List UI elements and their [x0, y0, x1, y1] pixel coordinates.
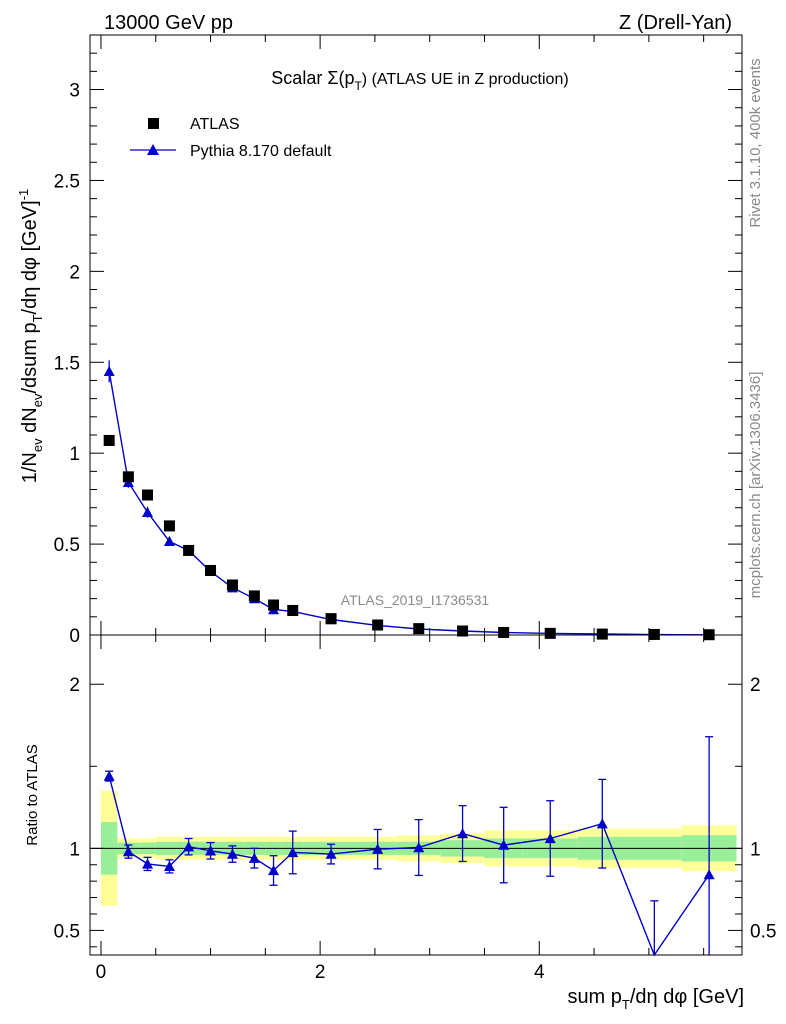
- ratio-point: [457, 828, 469, 839]
- ratio-point: [596, 818, 608, 829]
- ratio-point: [372, 843, 384, 854]
- ratio-series: [103, 736, 715, 957]
- ratio-point: [498, 839, 510, 850]
- header-left: 13000 GeV pp: [104, 12, 233, 34]
- atlas-point: [325, 613, 337, 625]
- x-tick-label: 2: [315, 962, 326, 983]
- atlas-point: [268, 599, 280, 611]
- atlas-series: [103, 434, 715, 641]
- ratio-point: [703, 869, 715, 880]
- ratio-point: [544, 832, 556, 844]
- legend-pythia-label: Pythia 8.170 default: [190, 143, 332, 160]
- ratio-y-tick-label-right: 2: [750, 675, 761, 696]
- ratio-axes: 0.5 0.5 1 1 2 2 0 2 4: [54, 635, 776, 983]
- x-tick-label: 4: [534, 962, 545, 983]
- atlas-point: [648, 628, 660, 640]
- atlas-point: [596, 628, 608, 640]
- pythia-point: [142, 506, 154, 517]
- atlas-point: [226, 579, 238, 591]
- ratio-point: [142, 858, 154, 869]
- pythia-point: [103, 365, 115, 377]
- atlas-point: [287, 604, 299, 616]
- ratio-y-tick-label-left: 2: [69, 675, 80, 696]
- ratio-y-tick-label-right: 1: [750, 839, 761, 860]
- header-right: Z (Drell-Yan): [619, 12, 732, 34]
- ratio-frame: [89, 634, 743, 956]
- watermark: ATLAS_2019_I1736531: [341, 592, 490, 608]
- atlas-point: [205, 564, 217, 576]
- legend-atlas-marker: [148, 118, 159, 129]
- ratio-point: [413, 842, 425, 853]
- legend-pythia-marker: [147, 144, 159, 155]
- main-y-tick-label: 2: [69, 262, 80, 283]
- ratio-point: [287, 846, 299, 858]
- main-y-tick-label: 3: [69, 81, 80, 102]
- plot-title: Scalar Σ(pT) (ATLAS UE in Z production): [271, 68, 568, 93]
- ratio-y-tick-label-left: 1: [69, 839, 80, 860]
- atlas-point: [248, 590, 260, 602]
- main-y-axis: 0 0.5 1 1.5 2 2.5 3: [54, 35, 742, 647]
- atlas-point: [544, 627, 556, 639]
- main-panel: 0 0.5 1 1.5 2 2.5 3 Scalar Σ(pT) (ATLAS UE in …: [16, 34, 743, 647]
- atlas-point: [413, 623, 425, 635]
- atlas-point: [183, 544, 195, 556]
- x-tick-label: 0: [96, 962, 107, 983]
- main-y-tick-label: 1.5: [54, 353, 80, 374]
- ratio-point: [268, 864, 280, 876]
- ratio-point: [226, 848, 238, 859]
- ratio-point: [325, 848, 337, 859]
- main-y-label: 1/Nev dNev/dsum pT/dη dφ [GeV]-1: [16, 189, 45, 484]
- legend-atlas-label: ATLAS: [190, 116, 240, 133]
- pythia-point: [163, 535, 175, 547]
- main-y-tick-label: 0.5: [54, 535, 80, 556]
- main-y-tick-label: 2.5: [54, 171, 80, 192]
- main-y-tick-label: 0: [69, 626, 80, 647]
- ratio-line: [108, 775, 710, 957]
- mcplots-label: mcplots.cern.ch [arXiv:1306.3436]: [747, 372, 764, 599]
- ratio-y-label: Ratio to ATLAS: [24, 744, 41, 845]
- atlas-point: [103, 434, 115, 446]
- atlas-point: [142, 489, 154, 501]
- ratio-point: [205, 845, 217, 856]
- atlas-point: [122, 471, 134, 483]
- atlas-point: [498, 626, 510, 638]
- ratio-panel: 0.5 0.5 1 1 2 2 0 2 4 Ratio to ATLAS sum pT/dη d…: [24, 634, 776, 1012]
- ratio-point: [163, 860, 175, 872]
- ratio-point: [103, 770, 115, 781]
- legend: ATLAS Pythia 8.170 default: [130, 116, 332, 160]
- atlas-point: [457, 625, 469, 637]
- main-y-tick-label: 1: [69, 444, 80, 465]
- ratio-y-tick-label-left: 0.5: [54, 921, 80, 942]
- ratio-point: [183, 841, 195, 852]
- x-axis-label: sum pT/dη dφ [GeV]: [567, 986, 744, 1012]
- atlas-point: [372, 619, 384, 631]
- ratio-point: [122, 846, 134, 857]
- ratio-point: [248, 852, 260, 863]
- rivet-label: Rivet 3.1.10, 400k events: [747, 58, 764, 227]
- atlas-point: [163, 520, 175, 532]
- ratio-y-tick-label-right: 0.5: [750, 921, 776, 942]
